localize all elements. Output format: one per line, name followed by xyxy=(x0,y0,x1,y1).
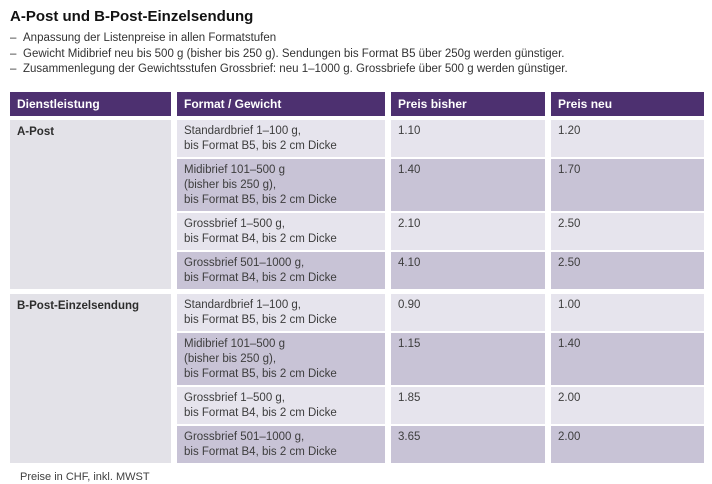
format-line: bis Format B4, bis 2 cm Dicke xyxy=(184,406,337,419)
intro-bullet: – Gewicht Midibrief neu bis 500 g (bisher… xyxy=(10,47,704,63)
column-header-dienstleistung: Dienstleistung xyxy=(10,91,171,116)
service-cell: B-Post-Einzelsendung xyxy=(10,293,171,463)
table-row: Midibrief 101–500 g (bisher bis 250 g), bi… xyxy=(177,332,704,385)
table-header-row: Dienstleistung Format / Gewicht Preis bi… xyxy=(10,91,704,116)
bullet-dash: – xyxy=(10,47,17,60)
format-line: bis Format B5, bis 2 cm Dicke xyxy=(184,193,337,206)
table-row: Midibrief 101–500 g (bisher bis 250 g), bi… xyxy=(177,158,704,211)
format-cell: Grossbrief 501–1000 g, bis Format B4, bis… xyxy=(177,425,385,463)
section-rows: Standardbrief 1–100 g, bis Format B5, bis… xyxy=(177,293,704,463)
preis-bisher-cell: 1.15 xyxy=(391,332,545,385)
page-title: A-Post und B-Post-Einzelsendung xyxy=(10,8,254,25)
format-cell: Midibrief 101–500 g (bisher bis 250 g), bi… xyxy=(177,158,385,211)
format-cell: Grossbrief 1–500 g, bis Format B4, bis 2 … xyxy=(177,212,385,250)
bullet-text: Gewicht Midibrief neu bis 500 g (bisher … xyxy=(23,47,565,60)
table-row: Grossbrief 501–1000 g, bis Format B4, bis… xyxy=(177,251,704,289)
service-cell: A-Post xyxy=(10,119,171,289)
format-line: Standardbrief 1–100 g, xyxy=(184,298,302,311)
format-line: (bisher bis 250 g), xyxy=(184,352,277,365)
format-cell: Grossbrief 1–500 g, bis Format B4, bis 2 … xyxy=(177,386,385,424)
preis-bisher-cell: 4.10 xyxy=(391,251,545,289)
preis-bisher-cell: 3.65 xyxy=(391,425,545,463)
format-line: bis Format B4, bis 2 cm Dicke xyxy=(184,445,337,458)
bullet-text: Zusammenlegung der Gewichtsstufen Grossb… xyxy=(23,63,568,75)
preis-neu-cell: 1.70 xyxy=(551,158,704,211)
preis-bisher-cell: 2.10 xyxy=(391,212,545,250)
format-line: Midibrief 101–500 g xyxy=(184,163,286,176)
section-rows: Standardbrief 1–100 g, bis Format B5, bis… xyxy=(177,119,704,289)
format-cell: Grossbrief 501–1000 g, bis Format B4, bis… xyxy=(177,251,385,289)
bullet-dash: – xyxy=(10,32,17,44)
column-header-format-gewicht: Format / Gewicht xyxy=(177,91,385,116)
table-body: A-Post Standardbrief 1–100 g, bis Format B… xyxy=(10,119,704,463)
table-section: B-Post-Einzelsendung Standardbrief 1–100 … xyxy=(10,293,704,463)
table-row: Grossbrief 1–500 g, bis Format B4, bis 2 … xyxy=(177,386,704,424)
preis-neu-cell: 1.40 xyxy=(551,332,704,385)
intro-bullet: – Zusammenlegung der Gewichtsstufen Gross… xyxy=(10,62,704,78)
format-cell: Midibrief 101–500 g (bisher bis 250 g), bi… xyxy=(177,332,385,385)
preis-neu-cell: 1.00 xyxy=(551,293,704,331)
format-line: bis Format B4, bis 2 cm Dicke xyxy=(184,232,337,245)
preis-neu-cell: 1.20 xyxy=(551,119,704,157)
format-line: (bisher bis 250 g), xyxy=(184,178,277,191)
table-row: Standardbrief 1–100 g, bis Format B5, bis… xyxy=(177,293,704,331)
column-header-preis-neu: Preis neu xyxy=(551,91,704,116)
format-line: Midibrief 101–500 g xyxy=(184,337,286,350)
preis-neu-cell: 2.00 xyxy=(551,425,704,463)
intro-bullet: – Anpassung der Listenpreise in allen For… xyxy=(10,31,704,47)
bullet-dash: – xyxy=(10,63,17,75)
preis-neu-cell: 2.00 xyxy=(551,386,704,424)
format-line: Grossbrief 1–500 g, xyxy=(184,217,286,230)
table-row: Standardbrief 1–100 g, bis Format B5, bis… xyxy=(177,119,704,157)
format-line: bis Format B4, bis 2 cm Dicke xyxy=(184,271,337,284)
table-row: Grossbrief 501–1000 g, bis Format B4, bis… xyxy=(177,425,704,463)
format-line: Standardbrief 1–100 g, xyxy=(184,124,302,137)
format-cell: Standardbrief 1–100 g, bis Format B5, bis… xyxy=(177,119,385,157)
page: A-Post und B-Post-Einzelsendung – Anpassu… xyxy=(10,8,704,483)
preis-bisher-cell: 0.90 xyxy=(391,293,545,331)
preis-bisher-cell: 1.40 xyxy=(391,158,545,211)
format-line: Grossbrief 1–500 g, xyxy=(184,391,286,404)
format-line: Grossbrief 501–1000 g, xyxy=(184,256,305,269)
column-header-preis-bisher: Preis bisher xyxy=(391,91,545,116)
format-line: bis Format B5, bis 2 cm Dicke xyxy=(184,313,337,326)
price-table: Dienstleistung Format / Gewicht Preis bi… xyxy=(10,91,704,463)
preis-neu-cell: 2.50 xyxy=(551,212,704,250)
preis-bisher-cell: 1.85 xyxy=(391,386,545,424)
table-section: A-Post Standardbrief 1–100 g, bis Format B… xyxy=(10,119,704,289)
format-line: bis Format B5, bis 2 cm Dicke xyxy=(184,139,337,152)
format-cell: Standardbrief 1–100 g, bis Format B5, bis… xyxy=(177,293,385,331)
preis-neu-cell: 2.50 xyxy=(551,251,704,289)
intro-bullets: – Anpassung der Listenpreise in allen For… xyxy=(10,31,704,78)
format-line: Grossbrief 501–1000 g, xyxy=(184,430,305,443)
format-line: bis Format B5, bis 2 cm Dicke xyxy=(184,367,337,380)
table-row: Grossbrief 1–500 g, bis Format B4, bis 2 … xyxy=(177,212,704,250)
preis-bisher-cell: 1.10 xyxy=(391,119,545,157)
bullet-text: Anpassung der Listenpreise in allen Form… xyxy=(23,32,277,44)
